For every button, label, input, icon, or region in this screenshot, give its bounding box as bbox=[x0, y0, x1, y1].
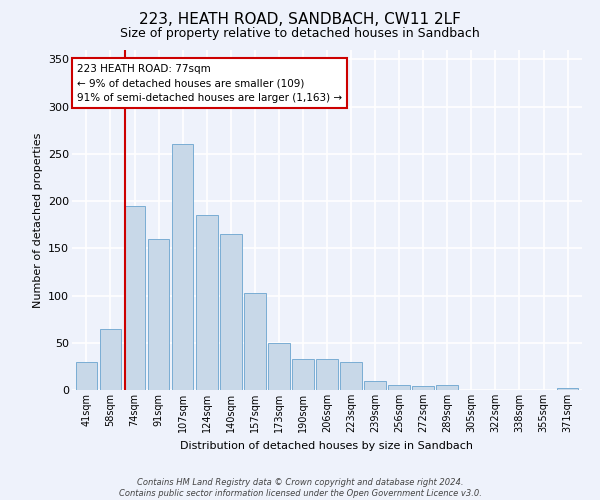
X-axis label: Distribution of detached houses by size in Sandbach: Distribution of detached houses by size … bbox=[181, 440, 473, 450]
Bar bbox=[557, 388, 578, 390]
Bar bbox=[196, 216, 218, 390]
Bar bbox=[364, 380, 386, 390]
Bar bbox=[244, 292, 266, 390]
Bar bbox=[172, 144, 193, 390]
Bar bbox=[412, 386, 434, 390]
Y-axis label: Number of detached properties: Number of detached properties bbox=[32, 132, 43, 308]
Bar bbox=[124, 206, 145, 390]
Bar bbox=[268, 343, 290, 390]
Bar bbox=[148, 239, 169, 390]
Bar bbox=[292, 359, 314, 390]
Text: Size of property relative to detached houses in Sandbach: Size of property relative to detached ho… bbox=[120, 28, 480, 40]
Bar bbox=[436, 386, 458, 390]
Bar bbox=[340, 362, 362, 390]
Bar bbox=[100, 328, 121, 390]
Bar bbox=[388, 386, 410, 390]
Bar bbox=[220, 234, 242, 390]
Text: Contains HM Land Registry data © Crown copyright and database right 2024.
Contai: Contains HM Land Registry data © Crown c… bbox=[119, 478, 481, 498]
Text: 223 HEATH ROAD: 77sqm
← 9% of detached houses are smaller (109)
91% of semi-deta: 223 HEATH ROAD: 77sqm ← 9% of detached h… bbox=[77, 64, 342, 103]
Bar bbox=[76, 362, 97, 390]
Text: 223, HEATH ROAD, SANDBACH, CW11 2LF: 223, HEATH ROAD, SANDBACH, CW11 2LF bbox=[139, 12, 461, 28]
Bar bbox=[316, 359, 338, 390]
